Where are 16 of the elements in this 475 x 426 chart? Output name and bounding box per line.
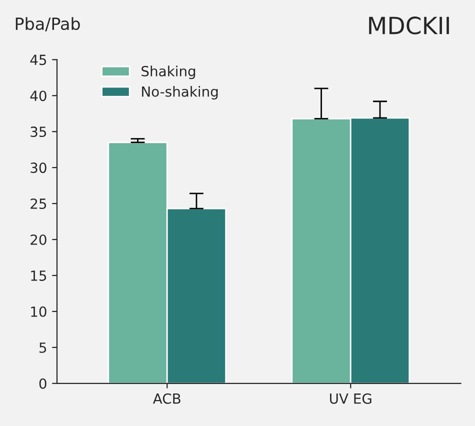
y-tick-label: 5 bbox=[40, 342, 46, 353]
y-tick-label: 35 bbox=[30, 126, 46, 138]
y-tick-label: 45 bbox=[30, 54, 46, 66]
y-tick-label: 15 bbox=[31, 270, 46, 281]
y-tick-label: 20 bbox=[30, 234, 46, 245]
x-tick-label: ACB bbox=[152, 393, 180, 404]
legend-label: Shaking bbox=[142, 66, 196, 80]
y-tick-label: 40 bbox=[30, 90, 46, 102]
chart-title: MDCKII bbox=[369, 16, 449, 34]
y-axis-title: Pba/Pab bbox=[16, 17, 80, 32]
x-tick-label: UV EG bbox=[330, 393, 372, 404]
y-tick-label: 0 bbox=[39, 378, 46, 389]
y-tick-label: 10 bbox=[31, 306, 46, 317]
y-tick-label: 25 bbox=[30, 198, 46, 210]
legend-label: No-shaking bbox=[142, 86, 218, 100]
y-tick-label: 30 bbox=[30, 162, 46, 174]
